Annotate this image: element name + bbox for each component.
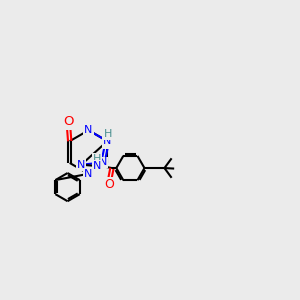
- Text: N: N: [103, 136, 112, 146]
- Text: H: H: [93, 154, 101, 164]
- Text: O: O: [104, 178, 114, 191]
- Text: N: N: [84, 169, 93, 179]
- Text: H: H: [103, 128, 112, 140]
- Text: N: N: [103, 135, 112, 148]
- Text: N: N: [99, 158, 107, 167]
- Text: N: N: [93, 161, 101, 171]
- Text: N: N: [84, 124, 93, 137]
- Text: N: N: [84, 125, 93, 135]
- Text: O: O: [63, 116, 74, 128]
- Text: N: N: [77, 160, 86, 170]
- Text: H: H: [104, 129, 112, 139]
